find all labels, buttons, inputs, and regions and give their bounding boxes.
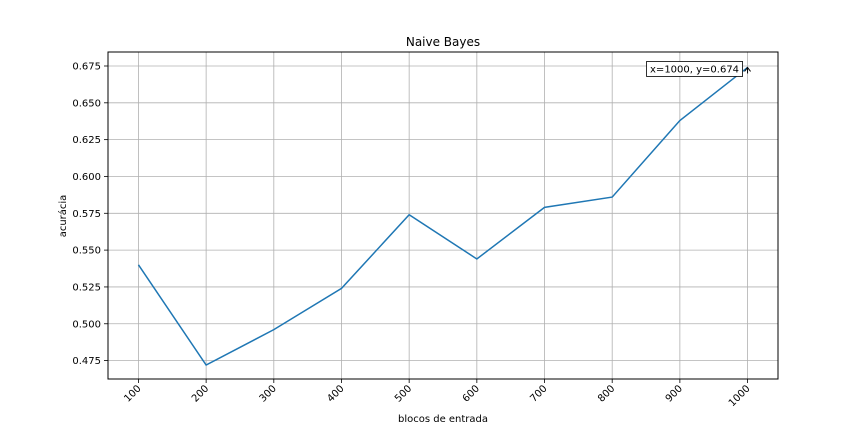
x-axis-label: blocos de entrada [398, 414, 488, 425]
x-axis: 100 200 300 400 500 600 700 800 900 1000 [122, 379, 753, 409]
annotation: x=1000, y=0.674 [646, 61, 751, 77]
x-tick-label: 800 [596, 383, 617, 404]
grid [108, 52, 778, 379]
x-tick-label: 500 [393, 383, 414, 404]
x-tick-label: 300 [258, 383, 279, 404]
x-tick-label: 700 [528, 383, 549, 404]
annotation-text: x=1000, y=0.674 [650, 64, 739, 75]
y-axis-label: acurácia [57, 195, 69, 238]
y-tick-label: 0.475 [72, 356, 101, 367]
x-tick-label: 1000 [727, 383, 753, 409]
x-tick-label: 600 [461, 383, 482, 404]
series-line [137, 66, 749, 366]
annotation-box [646, 61, 743, 77]
x-tick-label: 900 [664, 383, 685, 404]
y-tick-label: 0.650 [72, 98, 101, 109]
y-tick-label: 0.625 [72, 135, 101, 146]
x-tick-label: 400 [325, 383, 346, 404]
y-tick-label: 0.550 [72, 246, 101, 257]
chart-title: Naive Bayes [406, 35, 480, 49]
x-tick-label: 200 [190, 383, 211, 404]
x-tick-label: 100 [122, 383, 143, 404]
y-tick-label: 0.575 [72, 209, 101, 220]
plot-frame [107, 51, 779, 380]
series-group [137, 66, 749, 366]
y-axis: 0.475 0.500 0.525 0.550 0.575 0.600 0.625 0.650… [72, 61, 108, 367]
y-tick-label: 0.525 [72, 282, 101, 293]
y-tick-label: 0.600 [72, 172, 101, 183]
y-tick-label: 0.675 [72, 61, 101, 72]
y-tick-label: 0.500 [72, 319, 101, 330]
annotation-arrowhead [744, 66, 751, 72]
